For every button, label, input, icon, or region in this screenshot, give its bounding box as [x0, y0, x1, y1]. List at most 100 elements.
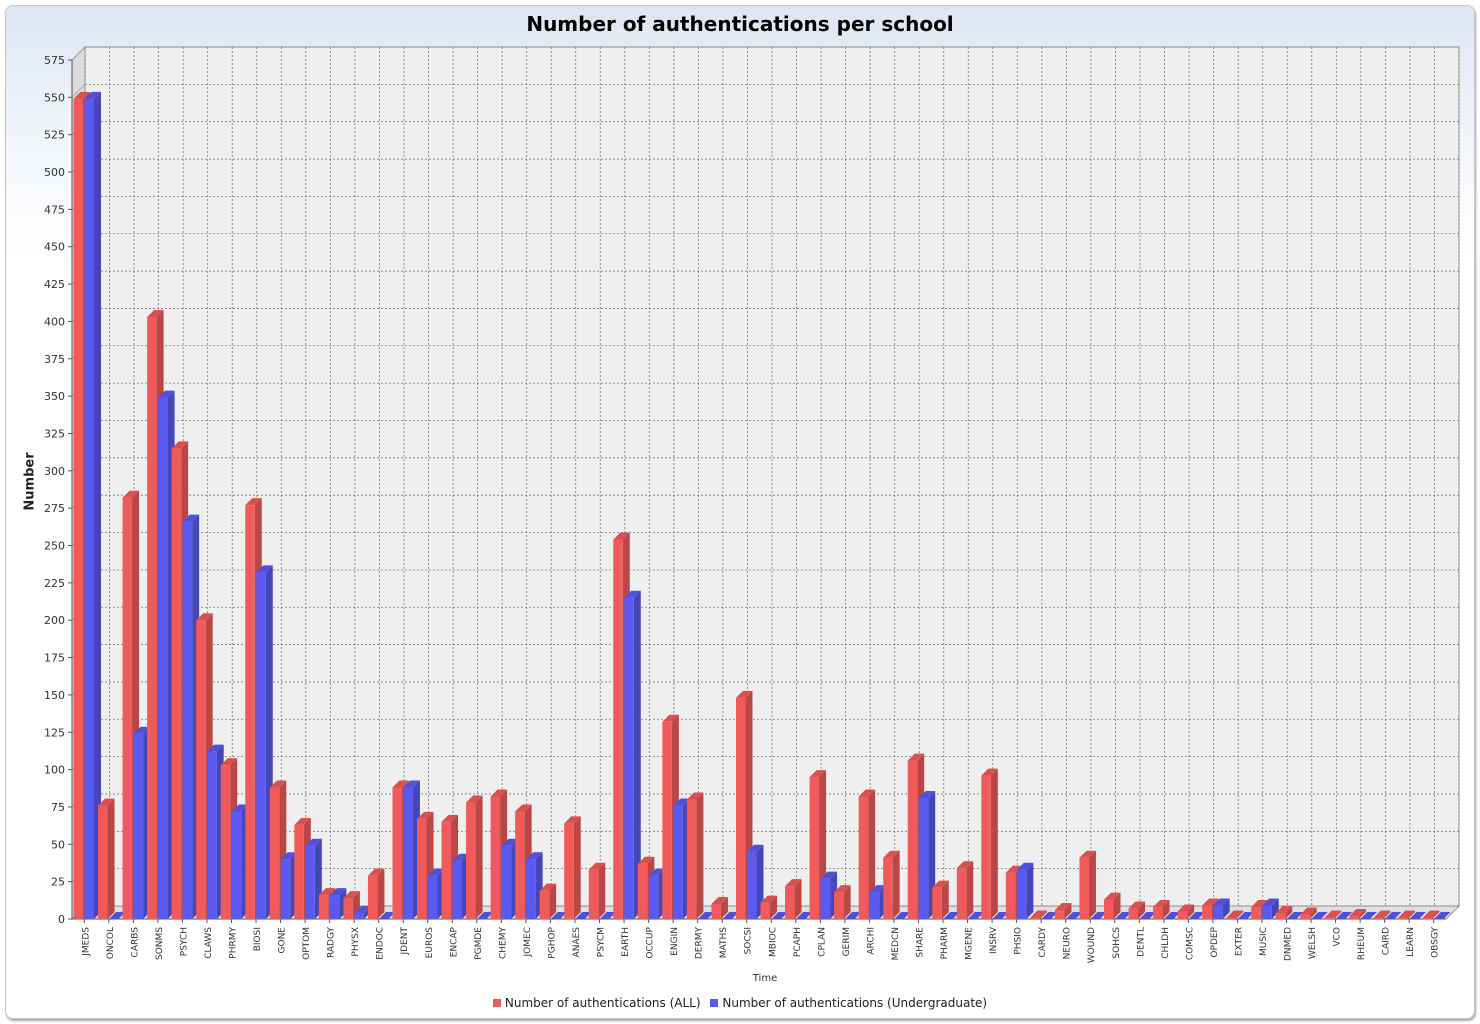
y-tick-label: 100 [44, 764, 65, 777]
bar-undergrad [109, 912, 126, 919]
bar-undergrad [771, 912, 788, 919]
bar-all [1054, 903, 1072, 919]
x-tick-label: RHEUM [1357, 927, 1367, 960]
x-tick-label: ONCOL [106, 927, 116, 959]
x-tick-label: JMEDS [81, 927, 91, 957]
bar-undergrad [1188, 912, 1206, 919]
bar-all [1398, 910, 1415, 919]
bar-undergrad [746, 844, 764, 919]
x-tick-label: PGMDE [474, 927, 484, 960]
bar-undergrad [1213, 898, 1230, 919]
x-tick-label: CHEMY [498, 927, 508, 960]
x-tick-label: CLAWS [204, 927, 214, 959]
x-tick-label: MUSIC [1259, 927, 1269, 956]
bar-undergrad [1384, 912, 1402, 919]
bar-undergrad [845, 912, 862, 919]
x-tick-label: JDENT [400, 927, 410, 956]
x-tick-label: PHSIO [1014, 927, 1024, 955]
bar-undergrad [477, 912, 494, 919]
bar-undergrad [1286, 912, 1304, 919]
chart-title: Number of authentications per school [526, 12, 954, 36]
x-tick-label: OPDEP [1210, 926, 1220, 957]
y-tick-label: 350 [44, 390, 65, 403]
y-tick-label: 575 [44, 54, 65, 67]
y-tick-label: 550 [44, 91, 65, 104]
x-tick-label: ANAES [572, 927, 582, 958]
y-tick-label: 75 [51, 801, 65, 814]
x-tick-label: CPLAN [817, 927, 827, 957]
x-tick-label: EXTER [1234, 927, 1244, 956]
bar-undergrad [1041, 912, 1058, 919]
bar-undergrad [1115, 912, 1132, 919]
x-tick-label: SHARE [915, 927, 925, 958]
y-tick-label: 25 [51, 876, 65, 889]
y-tick-label: 425 [44, 278, 65, 291]
legend-swatch-undergrad [710, 999, 719, 1007]
x-tick-label: MGENE [965, 927, 975, 960]
x-tick-label: CARDY [1038, 927, 1048, 958]
bar-all [1177, 904, 1195, 919]
bar-all [956, 861, 974, 919]
bar-all [1422, 910, 1440, 919]
x-tick-label: MEDCN [891, 927, 901, 960]
bar-undergrad [550, 912, 568, 919]
bar-undergrad [1335, 912, 1353, 919]
bar-undergrad [1139, 912, 1157, 919]
x-tick-label: WELSH [1308, 927, 1318, 959]
y-tick-label: 525 [44, 129, 65, 142]
bar-all [539, 883, 557, 919]
bar-all [466, 795, 483, 919]
x-tick-label: COMSC [1185, 927, 1195, 960]
y-tick-label: 375 [44, 353, 65, 366]
y-tick-label: 50 [51, 838, 65, 851]
y-tick-label: 325 [44, 427, 65, 440]
y-tick-label: 250 [44, 540, 65, 553]
bar-all [711, 897, 728, 919]
legend: Number of authentications (ALL) Number o… [0, 996, 1480, 1010]
bar-all [564, 816, 581, 919]
x-tick-label: MBIOC [768, 927, 778, 957]
bar-undergrad [1311, 912, 1328, 919]
x-tick-label: PSYCM [597, 927, 607, 957]
bar-all [760, 895, 777, 919]
bar-undergrad [943, 912, 960, 919]
legend-label-undergrad: Number of authentications (Undergraduate… [722, 996, 988, 1010]
bar-all [834, 885, 851, 919]
bar-all [1324, 910, 1342, 919]
y-tick-label: 175 [44, 652, 65, 665]
bar-all [883, 850, 900, 919]
bar-all [932, 880, 949, 919]
bar-all [367, 868, 385, 919]
bar-undergrad [378, 912, 396, 919]
x-tick-label: BIOSI [253, 927, 263, 951]
y-tick-label: 225 [44, 577, 65, 590]
y-axis-label: Number [22, 452, 38, 511]
x-tick-label: JOMEC [523, 927, 533, 957]
x-tick-label: SOCSI [744, 927, 754, 954]
bar-undergrad [84, 91, 101, 919]
legend-item-undergrad: Number of authentications (Undergraduate… [710, 996, 987, 1010]
bar-all [981, 768, 998, 919]
x-tick-label: OPTOM [302, 927, 312, 960]
bar-undergrad [1433, 912, 1451, 919]
x-tick-label: EUROS [425, 927, 435, 959]
x-tick-label: VCO [1333, 927, 1343, 947]
x-tick-label: SONMS [155, 927, 165, 960]
bar-all [1030, 910, 1047, 919]
x-tick-label: GERIM [842, 927, 852, 956]
bar-all [1349, 909, 1366, 919]
x-axis-label: Time [752, 973, 778, 984]
y-tick-label: 450 [44, 241, 65, 254]
bar-all [588, 862, 606, 919]
x-tick-label: PHARM [940, 927, 950, 959]
bar-all [1275, 906, 1293, 919]
x-tick-label: CAIRD [1382, 927, 1392, 955]
bar-undergrad [599, 912, 617, 919]
y-tick-label: 150 [44, 689, 65, 702]
bar-undergrad [1065, 912, 1083, 919]
x-tick-label: DNMED [1284, 927, 1294, 961]
x-tick-label: PSYCH [179, 927, 189, 956]
bar-undergrad [697, 912, 715, 919]
x-tick-label: NEURO [1063, 927, 1073, 959]
